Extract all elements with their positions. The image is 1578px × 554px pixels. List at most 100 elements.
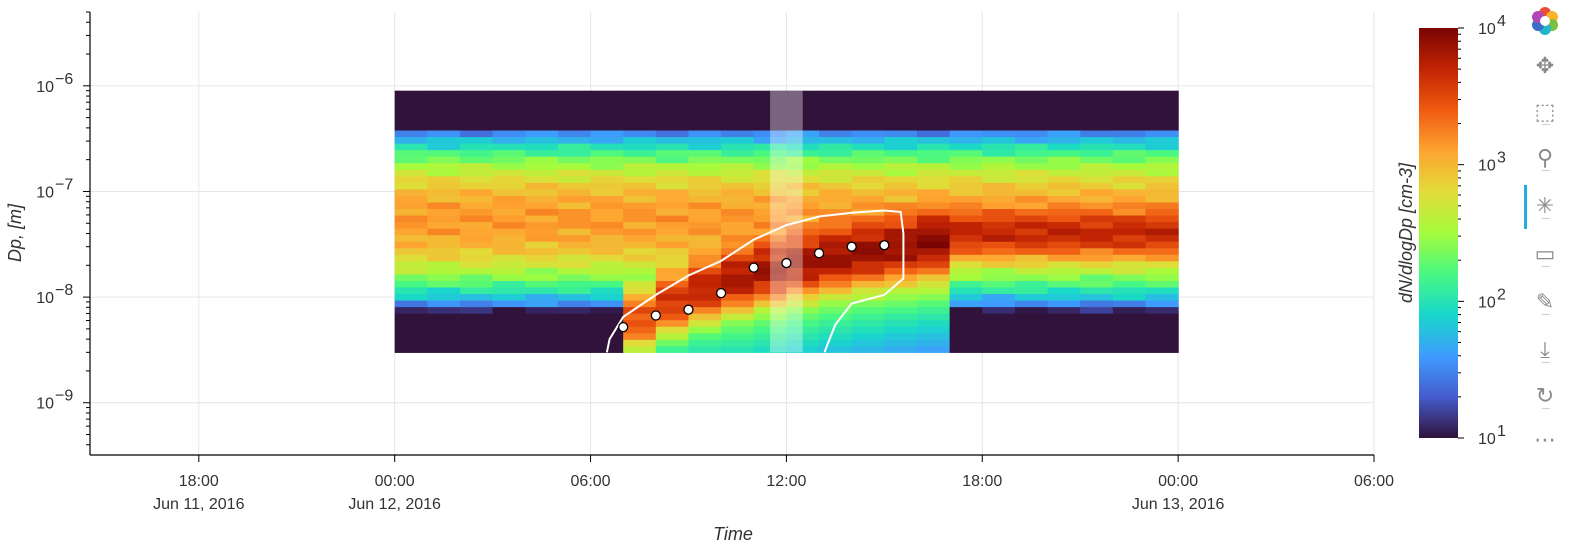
heatmap-cell <box>721 175 755 183</box>
heatmap-cell <box>721 241 755 249</box>
heatmap-cell <box>655 90 690 98</box>
heatmap-cell <box>721 188 755 196</box>
y-tick-label: 10 <box>36 184 54 201</box>
freehand-draw-icon[interactable]: ✎ <box>1535 290 1555 315</box>
box-zoom-icon[interactable]: ⬚ <box>1534 100 1556 125</box>
heatmap-cell <box>655 326 690 334</box>
heatmap-cell <box>427 208 461 216</box>
heatmap-cell <box>427 228 461 236</box>
mode-points-layer[interactable] <box>618 240 890 333</box>
heatmap-cell <box>851 90 885 98</box>
heatmap-cell <box>1112 280 1147 288</box>
heatmap-cell <box>1047 97 1081 105</box>
wheel-zoom-icon[interactable]: ⚲ <box>1536 146 1554 171</box>
tap-icon[interactable]: ✳ <box>1535 194 1555 219</box>
x-tick-label: 00:00 <box>1158 473 1198 490</box>
heatmap-cell <box>525 273 559 281</box>
heatmap-cell <box>655 123 690 131</box>
heatmap-cell <box>753 116 787 124</box>
x-tick-label: 06:00 <box>1354 473 1394 490</box>
heatmap-cell <box>851 228 885 236</box>
heatmap-cell <box>753 313 787 321</box>
heatmap-cell <box>427 293 461 301</box>
heatmap-cell <box>753 188 787 196</box>
heatmap-cell <box>1145 214 1179 223</box>
more-icon[interactable]: ⋯ <box>1534 428 1556 453</box>
bokeh-logo-icon[interactable] <box>1530 6 1560 36</box>
heatmap-cell <box>525 241 559 249</box>
heatmap-cell <box>459 332 494 340</box>
heatmap-cell <box>394 195 428 203</box>
heatmap-cell <box>1047 188 1081 196</box>
heatmap-cell <box>394 214 428 223</box>
heatmap-cell <box>688 339 722 347</box>
heatmap-cell <box>427 182 461 190</box>
heatmap-cell <box>982 97 1016 105</box>
heatmap-cell <box>655 300 690 308</box>
box-select-icon[interactable]: ▭ <box>1534 242 1556 267</box>
heatmap-cell <box>721 97 755 105</box>
heatmap-cell <box>590 332 624 340</box>
heatmap-cell <box>590 188 624 196</box>
heatmap-cell <box>623 286 657 295</box>
heatmap-cell <box>492 306 526 314</box>
heatmap-cell <box>459 313 494 321</box>
heatmap-cell <box>1145 97 1179 105</box>
heatmap-cell <box>1145 267 1179 275</box>
heatmap-cell <box>427 280 461 288</box>
heatmap-cell <box>590 280 624 288</box>
x-tick-date-label: Jun 12, 2016 <box>348 496 441 513</box>
heatmap-cell <box>655 267 690 275</box>
heatmap-cell <box>1145 339 1179 347</box>
heatmap-cell <box>1047 208 1081 216</box>
pan-icon[interactable]: ✥ <box>1535 54 1555 79</box>
heatmap-cell <box>884 129 918 138</box>
heatmap-cell <box>492 97 526 105</box>
heatmap-cell <box>459 214 494 223</box>
heatmap-cell <box>1145 319 1179 327</box>
heatmap-cell <box>884 345 918 353</box>
heatmap-cell <box>721 319 755 327</box>
heatmap-cell <box>459 175 494 183</box>
heatmap[interactable] <box>394 90 1179 353</box>
heatmap-cell <box>394 103 428 111</box>
heatmap-cell <box>1145 103 1179 111</box>
heatmap-cell <box>982 201 1016 210</box>
heatmap-cell <box>1145 247 1179 255</box>
reset-icon[interactable]: ↻ <box>1535 384 1555 409</box>
heatmap-cell <box>1145 175 1179 183</box>
heatmap-cell <box>427 241 461 249</box>
heatmap-cell <box>1014 182 1049 190</box>
heatmap-cell <box>949 110 983 118</box>
save-icon[interactable]: ⤓ <box>1540 338 1550 363</box>
heatmap-cell <box>688 110 722 118</box>
heatmap-cell <box>982 175 1016 183</box>
heatmap-cell <box>916 313 951 321</box>
heatmap-cell <box>753 332 787 340</box>
heatmap-cell <box>1014 332 1049 340</box>
heatmap-cell <box>525 103 559 111</box>
heatmap-cell <box>851 195 885 203</box>
heatmap-cell <box>1080 175 1114 183</box>
heatmap-cell <box>916 228 951 236</box>
heatmap-cell <box>394 149 428 157</box>
heatmap-cell <box>394 169 428 177</box>
heatmap-cell <box>884 182 918 190</box>
heatmap-cell <box>721 143 755 151</box>
heatmap-cell <box>721 306 755 314</box>
heatmap-cell <box>884 136 918 144</box>
heatmap-cell <box>1047 332 1081 340</box>
heatmap-cell <box>1014 345 1049 353</box>
heatmap-cell <box>492 254 526 262</box>
heatmap-cell <box>982 123 1016 131</box>
heatmap-cell <box>590 306 624 314</box>
heatmap-cell <box>1112 201 1147 210</box>
heatmap-cell <box>427 267 461 275</box>
heatmap-cell <box>851 273 885 281</box>
toolbar-separator <box>1542 170 1550 171</box>
heatmap-cell <box>492 116 526 124</box>
heatmap-cell <box>459 234 494 242</box>
heatmap-cell <box>1014 286 1049 295</box>
heatmap-cell <box>623 169 657 177</box>
